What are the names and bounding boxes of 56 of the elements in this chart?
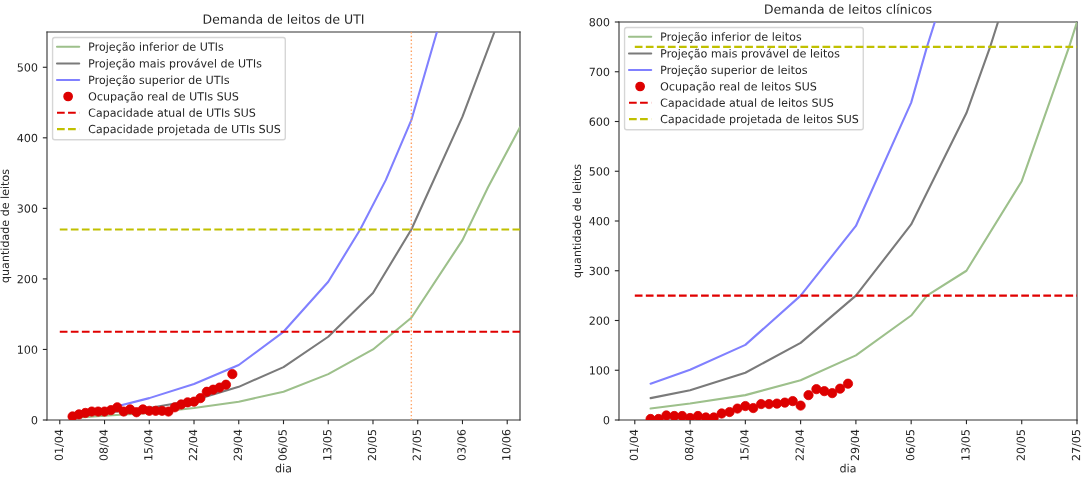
line-series — [649, 22, 1000, 400]
x-tick-label: 22/04 — [188, 429, 199, 461]
chart-title: Demanda de leitos clínicos — [765, 3, 932, 14]
x-tick-label: 10/06 — [502, 429, 512, 460]
legend-label: Projeção inferior de leitos — [661, 32, 802, 43]
line-series — [649, 22, 936, 385]
x-tick-label: 22/04 — [795, 429, 805, 461]
x-tick-label: 27/05 — [1071, 430, 1082, 461]
legend-label: Projeção mais provável de UTIs — [89, 58, 262, 70]
y-axis-title: quantidade de leitos — [572, 164, 584, 278]
x-tick-label: 27/05 — [412, 430, 422, 461]
x-tick-label: 06/05 — [278, 430, 288, 461]
y-tick-label: 100 — [589, 366, 610, 375]
x-tick-label: 06/05 — [905, 430, 916, 461]
legend-label: Capacidade projetada de UTIs SUS — [88, 124, 281, 136]
y-tick-label: 500 — [17, 63, 38, 72]
y-tick-label: 300 — [17, 204, 38, 213]
x-tick-label: 03/06 — [457, 429, 467, 461]
y-tick-label: 200 — [589, 316, 610, 325]
x-tick-label: 01/04 — [629, 429, 639, 461]
legend-label: Projeção superior de leitos — [661, 65, 808, 77]
y-tick-label: 500 — [589, 167, 610, 176]
line-series — [649, 22, 1077, 410]
x-axis-title: dia — [840, 463, 856, 473]
y-tick-label: 800 — [589, 17, 610, 27]
x-axis-title: dia — [275, 463, 291, 473]
legend-label: Projeção superior de UTIs — [89, 75, 230, 87]
y-tick-label: 600 — [589, 117, 610, 126]
y-tick-label: 0 — [603, 415, 610, 425]
x-tick-label: 20/05 — [1016, 430, 1026, 461]
x-tick-label: 01/04 — [54, 429, 64, 461]
x-tick-label: 15/04 — [144, 429, 154, 460]
y-tick-label: 200 — [17, 274, 38, 284]
legend-label: Capacidade atual de leitos SUS — [660, 98, 834, 109]
x-tick-label: 13/05 — [961, 430, 971, 460]
legend-label: Ocupação real de leitos SUS — [660, 81, 817, 93]
legend-label: Capacidade projetada de leitos SUS — [660, 114, 859, 126]
x-tick-label: 20/05 — [367, 430, 378, 461]
chart-title: Demanda de leitos de UTI — [203, 14, 364, 24]
y-tick-label: 0 — [31, 415, 38, 425]
y-tick-label: 400 — [17, 133, 38, 143]
x-tick-label: 29/04 — [233, 429, 243, 461]
x-tick-label: 15/04 — [740, 429, 750, 460]
y-tick-label: 400 — [589, 216, 610, 226]
y-tick-label: 300 — [589, 266, 610, 276]
y-axis-title: quantidade de leitos — [0, 169, 12, 283]
x-tick-label: 13/05 — [323, 430, 333, 460]
y-tick-label: 100 — [17, 345, 38, 354]
x-tick-label: 08/04 — [684, 429, 695, 461]
y-tick-label: 700 — [589, 67, 610, 77]
x-tick-label: 08/04 — [99, 429, 109, 461]
legend-label: Ocupação real de UTIs SUS — [88, 91, 239, 103]
legend-label: Capacidade atual de UTIs SUS — [88, 108, 256, 119]
legend-label: Projeção mais provável de leitos — [661, 48, 840, 60]
legend-label: Projeção inferior de UTIs — [89, 42, 224, 53]
x-tick-label: 29/04 — [850, 429, 860, 461]
